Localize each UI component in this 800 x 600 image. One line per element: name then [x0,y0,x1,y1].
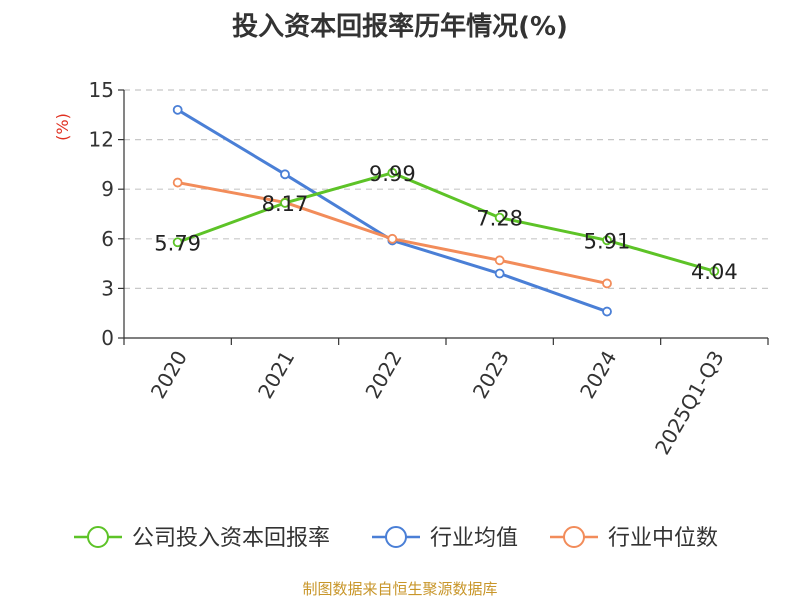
data-point [602,278,612,289]
data-label: 5.79 [154,231,201,255]
data-point [280,198,290,208]
data-point [709,266,720,277]
data-point [602,306,612,317]
y-tick-label: 6 [101,227,114,251]
y-axis-unit: (%) [53,113,72,141]
data-point [494,212,505,223]
series-line [177,181,608,285]
legend-label: 行业中位数 [608,526,718,551]
legend-marker [385,526,407,548]
legend-marker [87,526,109,548]
data-point [494,255,505,266]
data-point [387,233,398,244]
data-label: 4.04 [691,260,738,284]
x-tick-label: 2020 [146,347,192,403]
chart-title: 投入资本回报率历年情况(%) [232,12,568,42]
data-label: 7.28 [476,207,523,231]
data-source-note: 制图数据来自恒生聚源数据库 [302,580,498,598]
data-point [387,167,398,178]
y-tick-label: 12 [89,128,114,152]
y-tick-label: 3 [101,276,114,300]
y-tick-label: 15 [89,78,114,102]
legend-label: 行业均值 [430,526,518,551]
series-line [177,171,715,273]
data-point [172,177,183,188]
legend-marker [563,526,585,548]
data-point [280,169,290,180]
x-tick-label: 2022 [360,347,406,403]
data-point [602,235,612,246]
legend-label: 公司投入资本回报率 [132,526,330,551]
x-tick-label: 2023 [468,347,514,403]
data-label: 8.17 [262,192,309,216]
y-tick-label: 0 [101,326,114,350]
x-tick-label: 2021 [253,347,299,403]
data-point [494,268,505,279]
data-point [172,237,183,248]
x-tick-label: 2025Q1-Q3 [650,347,729,459]
x-tick-label: 2024 [575,347,621,403]
y-tick-label: 9 [101,177,114,201]
data-label: 9.99 [369,162,416,186]
data-label: 5.91 [584,229,631,253]
data-point [172,104,183,115]
